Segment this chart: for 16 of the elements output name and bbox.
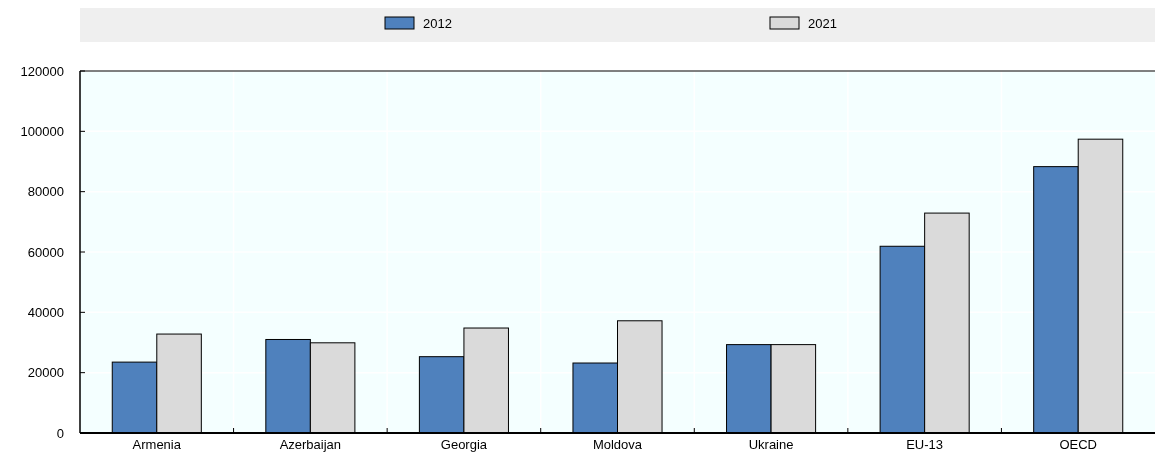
x-tick-label: Armenia [132, 437, 182, 452]
legend-label: 2012 [423, 15, 452, 31]
y-tick-label: 60000 [27, 244, 64, 260]
y-tick-label: 100000 [20, 123, 64, 139]
x-tick-label: Moldova [592, 437, 643, 452]
y-tick-label: 0 [56, 425, 64, 441]
x-tick-label: OECD [1059, 437, 1097, 452]
y-tick-label: 40000 [27, 304, 64, 320]
x-tick-label: Ukraine [748, 437, 794, 452]
y-tick-label: 20000 [27, 365, 64, 381]
legend-label: 2021 [808, 15, 837, 31]
x-tick-label: EU-13 [906, 437, 944, 452]
y-tick-label: 120000 [20, 63, 64, 79]
x-tick-label: Georgia [440, 437, 488, 452]
x-tick-label: Azerbaijan [279, 437, 342, 452]
y-tick-label: 80000 [27, 184, 64, 200]
